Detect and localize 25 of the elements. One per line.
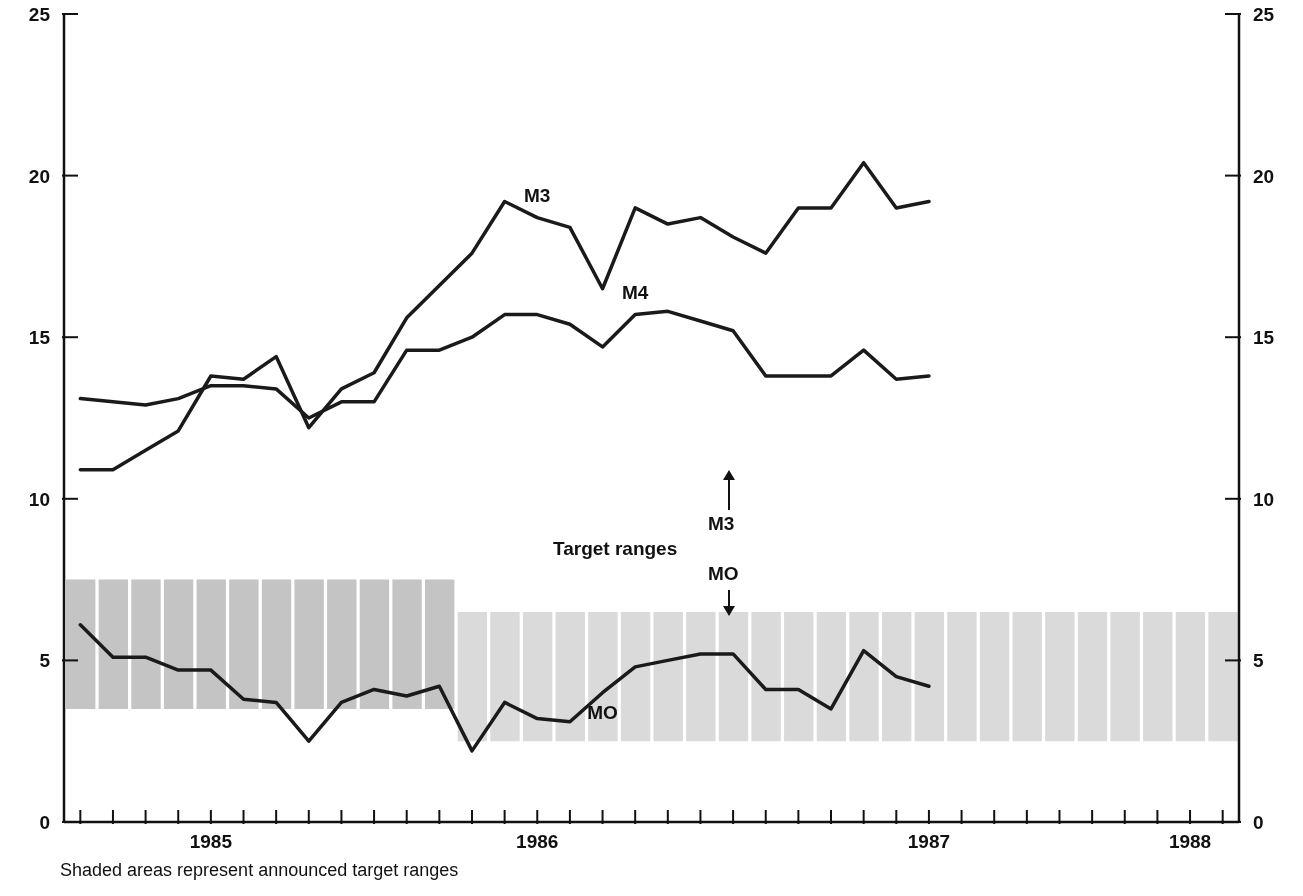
x-tick-label: 1986 xyxy=(516,831,559,852)
x-tick-label: 1985 xyxy=(189,831,233,852)
annotation: Target ranges xyxy=(553,538,678,560)
annotation: M3 xyxy=(708,513,735,535)
annotation: MO xyxy=(708,563,739,585)
series-label: MO xyxy=(587,701,618,723)
y-tick-label: 10 xyxy=(28,488,50,510)
x-tick-label: 1988 xyxy=(1168,831,1212,852)
series-label: M3 xyxy=(524,184,551,206)
y-tick-label: 0 xyxy=(39,812,50,833)
x-tick-label: 1987 xyxy=(907,831,951,852)
y2-tick-label: 25 xyxy=(1253,4,1275,25)
line-series xyxy=(78,160,931,472)
line-series xyxy=(78,623,931,753)
y2-tick-label: 15 xyxy=(1253,327,1275,349)
y2-tick-label: 10 xyxy=(1253,488,1275,510)
y2-tick-label: 20 xyxy=(1253,165,1275,187)
y-tick-label: 25 xyxy=(28,4,51,25)
y2-tick-label: 5 xyxy=(1253,650,1264,672)
text: Shaded areas represent announced target ranges xyxy=(59,860,460,881)
series-label: M4 xyxy=(621,281,649,303)
y-tick-label: 5 xyxy=(39,650,51,672)
y-tick-label: 15 xyxy=(28,327,51,349)
y2-tick-label: 0 xyxy=(1253,812,1264,833)
y-tick-label: 20 xyxy=(28,165,50,187)
